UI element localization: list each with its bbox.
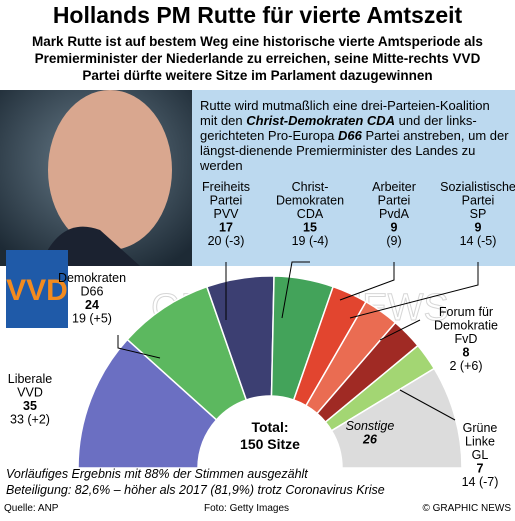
leader-line bbox=[349, 262, 479, 319]
leader-line bbox=[281, 261, 310, 319]
party-label: Demokraten bbox=[276, 194, 344, 208]
party-label: Partei bbox=[378, 194, 411, 208]
seat-label: 8 bbox=[463, 346, 470, 360]
copyright: © GRAPHIC NEWS bbox=[422, 503, 512, 514]
party-label: Demokratie bbox=[434, 319, 498, 333]
previous-label: 19 (+5) bbox=[72, 312, 112, 326]
party-label: Freiheits bbox=[202, 180, 250, 194]
seat-label: 9 bbox=[475, 221, 482, 235]
previous-label: 33 (+2) bbox=[10, 413, 50, 427]
title: Hollands PM Rutte für vierte Amtszeit bbox=[52, 2, 463, 28]
party-label: Demokraten bbox=[58, 271, 126, 285]
seat-label: 15 bbox=[303, 221, 317, 235]
party-label: FvD bbox=[455, 332, 478, 346]
party-label: Sozialistische bbox=[440, 180, 515, 194]
note: Vorläufiges Ergebnis mit 88% der Stimmen… bbox=[6, 467, 308, 481]
leader-line bbox=[339, 262, 395, 301]
previous-label: 2 (+6) bbox=[449, 359, 482, 373]
seat-label: 17 bbox=[219, 221, 233, 235]
logo: VVD bbox=[6, 274, 68, 307]
party-label: Christ- bbox=[292, 180, 329, 194]
center bbox=[200, 398, 340, 521]
previous-label: 14 (-5) bbox=[460, 234, 497, 248]
previous-label: 14 (-7) bbox=[462, 475, 499, 489]
info-text: Rutte wird mutmaßlich eine drei-Parteien… bbox=[200, 98, 510, 173]
total: 150 Sitze bbox=[240, 436, 300, 452]
party-label: Partei bbox=[462, 194, 495, 208]
party-label: Sonstige bbox=[346, 419, 395, 433]
seat-label: 24 bbox=[85, 298, 99, 312]
info-text-part: Partei anstreben, um der längst-dienende… bbox=[200, 128, 509, 173]
seat-label: 35 bbox=[23, 399, 37, 413]
party-label: Partei bbox=[210, 194, 243, 208]
party-label: Linke bbox=[465, 435, 495, 449]
note: Beteiligung: 82,6% – höher als 2017 (81,… bbox=[6, 483, 385, 497]
source: Quelle: ANP bbox=[4, 503, 59, 514]
info-text-part: Christ-Demokraten CDA bbox=[246, 113, 396, 128]
leader-line bbox=[379, 319, 421, 341]
seat-label: 26 bbox=[362, 433, 378, 447]
subtitle: Mark Rutte ist auf bestem Weg eine histo… bbox=[32, 34, 483, 83]
info-text-part: Rutte wird mutmaßlich eine drei-Parteien… bbox=[200, 98, 490, 128]
seat-label: 7 bbox=[477, 462, 484, 476]
party-label: Grüne bbox=[463, 421, 498, 435]
party-label: GL bbox=[472, 448, 489, 462]
info-text-part: und der links-gerichteten Pro-Europa bbox=[200, 113, 477, 143]
info-text-part: D66 bbox=[338, 128, 362, 143]
seat-segment bbox=[330, 367, 463, 469]
party-label: SP bbox=[470, 207, 487, 221]
party-label: D66 bbox=[81, 285, 104, 299]
party-label: VVD bbox=[17, 386, 43, 400]
party-label: Forum für bbox=[439, 305, 493, 319]
party-label: Liberale bbox=[8, 372, 53, 386]
leader-line bbox=[117, 335, 161, 359]
previous-label: 20 (-3) bbox=[208, 234, 245, 248]
logo-bg bbox=[6, 250, 68, 328]
notes: Vorläufiges Ergebnis mit 88% der Stimmen… bbox=[6, 466, 385, 498]
previous-label: (9) bbox=[386, 234, 401, 248]
party-label: Arbeiter bbox=[372, 180, 416, 194]
photo-credit: Foto: Getty Images bbox=[204, 503, 290, 514]
leader-line bbox=[399, 389, 456, 421]
party-label: PvdA bbox=[379, 207, 410, 221]
party-label: PVV bbox=[213, 207, 239, 221]
photo-face bbox=[48, 90, 172, 250]
party-label: CDA bbox=[297, 207, 324, 221]
seat-segment bbox=[77, 338, 218, 469]
previous-label: 19 (-4) bbox=[292, 234, 329, 248]
seat-label: 9 bbox=[391, 221, 398, 235]
total-label: Total: bbox=[251, 419, 288, 435]
